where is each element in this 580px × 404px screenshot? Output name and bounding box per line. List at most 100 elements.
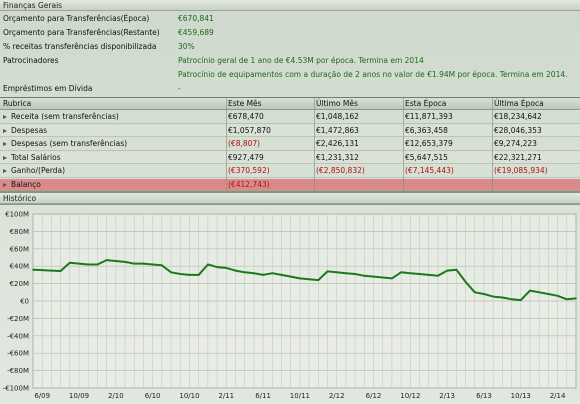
- cell: (€412,743): [228, 179, 270, 189]
- x-tick-label: 6/13: [476, 392, 492, 400]
- finance-table-header: Rubrica Este Mês Último Mês Esta Época Ú…: [0, 98, 580, 110]
- col-header-item[interactable]: Rubrica: [3, 99, 32, 108]
- cell: €28,046,353: [494, 125, 542, 135]
- finance-table-panel: [0, 98, 580, 190]
- x-tick-label: 6/09: [34, 392, 50, 400]
- col-header-this-season[interactable]: Esta Época: [405, 99, 447, 108]
- col-header-last-season[interactable]: Última Época: [494, 99, 544, 108]
- data-point: [207, 263, 209, 266]
- data-point: [483, 293, 485, 295]
- expand-arrow-icon[interactable]: [3, 142, 7, 146]
- data-point: [32, 268, 34, 271]
- info-label: Empréstimos em Dívida: [3, 84, 93, 93]
- general-finances-header: Finanças Gerais: [0, 0, 580, 11]
- column-divider: [492, 98, 493, 190]
- expand-arrow-icon[interactable]: [3, 128, 7, 133]
- row-label: Ganho/(Perda): [11, 166, 66, 175]
- data-point: [437, 274, 439, 277]
- cell: (€19,085,934): [494, 166, 548, 175]
- row-label: Receita (sem transferências): [11, 112, 119, 121]
- data-point: [299, 277, 301, 280]
- x-tick-label: 6/12: [366, 392, 382, 400]
- data-point: [363, 274, 366, 277]
- info-label: % receitas transferências disponibilizad…: [3, 42, 157, 51]
- data-point: [464, 281, 467, 283]
- data-point: [473, 291, 476, 294]
- data-point: [115, 260, 117, 262]
- cell: €1,231,312: [316, 152, 359, 162]
- history-chart: €100M €80M €60M €40M €20M €0 -€20M -€40M -€60M -€…: [3, 211, 577, 400]
- cell: €1,472,863: [316, 125, 359, 135]
- data-point: [455, 268, 458, 271]
- data-point: [96, 263, 99, 266]
- data-point: [133, 262, 136, 265]
- col-header-last-month[interactable]: Último Mês: [316, 99, 358, 108]
- cell: €9,274,223: [494, 139, 537, 148]
- info-row-loans: Empréstimos em Dívida -: [0, 82, 580, 96]
- col-header-this-month[interactable]: Este Mês: [228, 99, 262, 108]
- info-value: Patrocínio de equipamentos com a duração…: [178, 70, 568, 79]
- data-point: [538, 291, 540, 294]
- data-point: [170, 271, 172, 274]
- table-row[interactable]: Receita (sem transferências) €678,470 €1…: [0, 111, 580, 124]
- data-point: [501, 296, 504, 299]
- x-tick-label: 2/12: [329, 392, 345, 400]
- info-row-transfer-budget: Orçamento para Transferências(Época) €67…: [0, 12, 580, 26]
- expand-arrow-icon[interactable]: [3, 155, 7, 160]
- x-tick-label: 2/11: [218, 392, 234, 400]
- data-point: [41, 269, 44, 271]
- data-point: [151, 263, 154, 266]
- y-tick-label: €40M: [10, 263, 29, 271]
- info-label: Patrocinadores: [3, 56, 59, 65]
- column-divider: [314, 98, 315, 190]
- row-label: Despesas: [11, 125, 48, 135]
- x-tick-label: 10/09: [69, 392, 89, 400]
- data-point: [519, 299, 522, 301]
- info-row-sponsors-2: Patrocínio de equipamentos com a duração…: [0, 68, 580, 82]
- data-point: [556, 294, 559, 297]
- y-tick-label: €60M: [10, 245, 29, 253]
- table-row[interactable]: Despesas €1,057,870 €1,472,863 €6,363,45…: [0, 124, 580, 137]
- data-point: [225, 267, 228, 269]
- x-tick-label: 10/11: [290, 392, 310, 400]
- data-point: [381, 276, 384, 279]
- data-point: [179, 273, 182, 275]
- data-point: [197, 274, 200, 276]
- expand-arrow-icon[interactable]: [3, 169, 7, 173]
- data-point: [50, 269, 53, 272]
- data-point: [289, 275, 292, 278]
- info-value: -: [178, 84, 181, 93]
- info-label: Orçamento para Transferências(Restante): [3, 28, 160, 37]
- y-tick-label: -€20M: [7, 315, 29, 323]
- data-point: [280, 274, 283, 276]
- y-tick-label: -€40M: [7, 332, 29, 340]
- x-tick-label: 10/10: [179, 392, 199, 400]
- table-row[interactable]: Ganho/(Perda) (€370,592) (€2,850,832) (€…: [0, 165, 580, 178]
- table-row[interactable]: Total Salários €927,479 €1,231,312 €5,64…: [0, 151, 580, 164]
- column-divider: [403, 98, 404, 190]
- cell: (€2,850,832): [316, 166, 365, 175]
- data-point: [492, 295, 494, 298]
- data-point: [188, 274, 191, 276]
- cell: €11,871,393: [405, 112, 453, 121]
- cell: €6,363,458: [405, 125, 448, 135]
- general-finances-panel: [0, 0, 580, 97]
- cell: €12,653,379: [405, 139, 453, 148]
- history-title: Histórico: [3, 194, 37, 203]
- y-tick-label: -€100M: [3, 385, 29, 393]
- table-row[interactable]: Despesas (sem transferências) (€8,807) €…: [0, 138, 580, 151]
- x-tick-label: 10/12: [400, 392, 420, 400]
- y-tick-label: €0: [20, 298, 29, 306]
- data-point: [69, 261, 71, 264]
- expand-arrow-icon[interactable]: [3, 115, 7, 119]
- cell: €18,234,642: [494, 112, 542, 121]
- info-value: 30%: [178, 42, 195, 51]
- info-row-sponsors: Patrocinadores Patrocínio geral de 1 ano…: [0, 54, 580, 68]
- data-point: [243, 271, 246, 274]
- expand-arrow-icon[interactable]: [3, 182, 7, 187]
- table-row-balance[interactable]: Balanço (€412,743): [0, 178, 580, 191]
- data-point: [216, 266, 218, 268]
- data-point: [372, 275, 375, 278]
- x-tick-label: 10/13: [511, 392, 531, 400]
- info-row-transfer-remaining: Orçamento para Transferências(Restante) …: [0, 26, 580, 40]
